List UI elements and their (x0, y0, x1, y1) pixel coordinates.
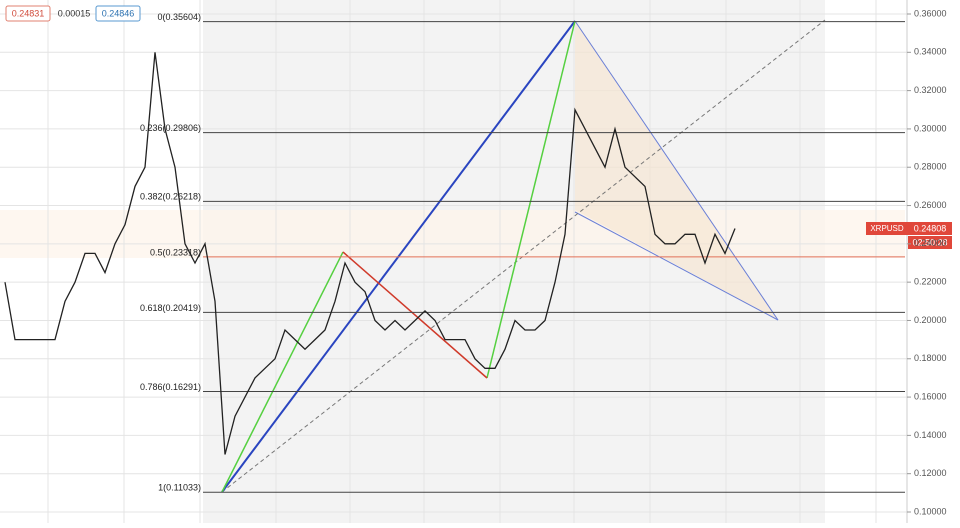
y-tick-label: 0.34000 (914, 47, 947, 57)
y-tick-label: 0.10000 (914, 506, 947, 516)
fib-label: 0.236(0.29806) (140, 123, 201, 133)
y-tick-label: 0.18000 (914, 353, 947, 363)
y-tick-label: 0.32000 (914, 85, 947, 95)
fib-label: 0.382(0.26218) (140, 192, 201, 202)
price-band (0, 210, 905, 258)
symbol-box (866, 222, 908, 235)
y-tick-label: 0.28000 (914, 162, 947, 172)
fib-label: 0.618(0.20419) (140, 303, 201, 313)
last-price-box (908, 222, 952, 235)
wedge-line (574, 20, 779, 321)
symbol: XRPUSD (870, 224, 904, 233)
trend-line (221, 251, 344, 493)
price-legend: 0.24831 0.00015 0.24846 (5, 5, 141, 22)
y-tick-label: 0.36000 (914, 8, 947, 18)
ask-box (95, 5, 141, 22)
y-tick-label: 0.16000 (914, 391, 947, 401)
fib-label: 0(0.35604) (157, 12, 201, 22)
y-tick-label: 0.22000 (914, 277, 947, 287)
ask: 0.24846 (102, 8, 135, 18)
y-tick-label: 0.12000 (914, 468, 947, 478)
y-tick-label: 0.26000 (914, 200, 947, 210)
trend-line (486, 20, 576, 379)
wedge-line (574, 211, 779, 321)
y-tick-label: 0.14000 (914, 430, 947, 440)
spread: 0.00015 (58, 8, 91, 18)
fib-label: 0.5(0.23318) (150, 247, 201, 257)
bid-box (5, 5, 51, 22)
y-tick-label: 0.30000 (914, 123, 947, 133)
trend-line (221, 19, 826, 493)
trend-line (342, 251, 488, 379)
y-tick-label: 0.24000 (914, 238, 947, 248)
y-tick-label: 0.20000 (914, 315, 947, 325)
bid: 0.24831 (12, 8, 45, 18)
vertical-grid (47, 0, 877, 523)
price-line (4, 52, 736, 455)
countdown: 02:50:28 (912, 237, 947, 247)
fib-label: 0.786(0.16291) (140, 382, 201, 392)
fib-label: 1(0.11033) (158, 483, 201, 493)
last-price: 0.24808 (914, 223, 947, 233)
countdown-box (908, 236, 952, 249)
